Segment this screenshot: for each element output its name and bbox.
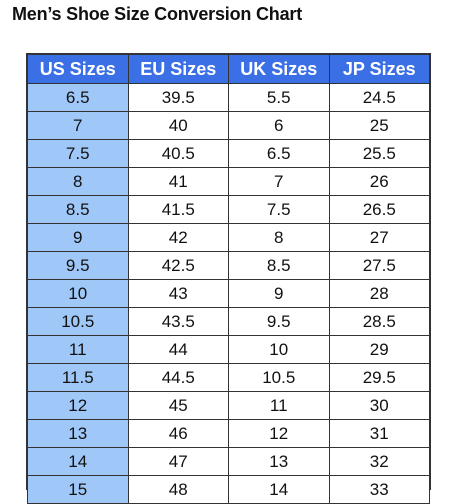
cell-jp-size: 28.5 (328, 307, 430, 336)
cell-eu-size: 41 (127, 167, 229, 196)
table-row: 10 43 9 28 (27, 279, 430, 308)
cell-jp-size: 33 (328, 475, 430, 504)
table-row: 14 47 13 32 (27, 447, 430, 476)
cell-jp-size: 25 (328, 111, 430, 140)
table-row: 7 40 6 25 (27, 111, 430, 140)
column-header-us: US Sizes (27, 54, 129, 84)
cell-eu-size: 43 (127, 279, 229, 308)
cell-eu-size: 41.5 (127, 195, 229, 224)
column-header-uk: UK Sizes (228, 54, 330, 84)
cell-uk-size: 9 (228, 279, 330, 308)
cell-uk-size: 12 (228, 419, 330, 448)
table-row: 9 42 8 27 (27, 223, 430, 252)
cell-uk-size: 7.5 (228, 195, 330, 224)
size-conversion-table: US Sizes EU Sizes UK Sizes JP Sizes 6.5 39.5… (26, 53, 431, 504)
cell-us-size: 8 (27, 167, 129, 196)
cell-us-size: 15 (27, 475, 129, 504)
cell-us-size: 10.5 (27, 307, 129, 336)
cell-uk-size: 10 (228, 335, 330, 364)
cell-us-size: 13 (27, 419, 129, 448)
cell-eu-size: 45 (127, 391, 229, 420)
table-row: 10.5 43.5 9.5 28.5 (27, 307, 430, 336)
cell-uk-size: 8 (228, 223, 330, 252)
cell-us-size: 7 (27, 111, 129, 140)
cell-us-size: 10 (27, 279, 129, 308)
cell-us-size: 9 (27, 223, 129, 252)
cell-jp-size: 30 (328, 391, 430, 420)
table-body: 6.5 39.5 5.5 24.5 7 40 6 25 7.5 40.5 6.5 25.5 8 41 7 26… (27, 83, 430, 504)
cell-jp-size: 27 (328, 223, 430, 252)
table-row: 7.5 40.5 6.5 25.5 (27, 139, 430, 168)
cell-jp-size: 26.5 (328, 195, 430, 224)
table-row: 11.5 44.5 10.5 29.5 (27, 363, 430, 392)
header-row: US Sizes EU Sizes UK Sizes JP Sizes (27, 54, 430, 84)
table-row: 13 46 12 31 (27, 419, 430, 448)
cell-us-size: 12 (27, 391, 129, 420)
cell-eu-size: 44 (127, 335, 229, 364)
cell-us-size: 6.5 (27, 83, 129, 112)
cell-eu-size: 40 (127, 111, 229, 140)
cell-jp-size: 27.5 (328, 251, 430, 280)
cell-us-size: 8.5 (27, 195, 129, 224)
cell-us-size: 7.5 (27, 139, 129, 168)
cell-jp-size: 25.5 (328, 139, 430, 168)
cell-uk-size: 9.5 (228, 307, 330, 336)
cell-us-size: 14 (27, 447, 129, 476)
table-row: 11 44 10 29 (27, 335, 430, 364)
cell-us-size: 11.5 (27, 363, 129, 392)
column-header-jp: JP Sizes (328, 54, 430, 84)
cell-eu-size: 39.5 (127, 83, 229, 112)
cell-jp-size: 29 (328, 335, 430, 364)
cell-eu-size: 44.5 (127, 363, 229, 392)
cell-jp-size: 29.5 (328, 363, 430, 392)
cell-jp-size: 24.5 (328, 83, 430, 112)
cell-eu-size: 46 (127, 419, 229, 448)
table-row: 8 41 7 26 (27, 167, 430, 196)
cell-uk-size: 6 (228, 111, 330, 140)
cell-eu-size: 42.5 (127, 251, 229, 280)
cell-uk-size: 13 (228, 447, 330, 476)
cell-uk-size: 6.5 (228, 139, 330, 168)
page-title: Men’s Shoe Size Conversion Chart (12, 4, 302, 24)
cell-jp-size: 31 (328, 419, 430, 448)
table-row: 6.5 39.5 5.5 24.5 (27, 83, 430, 112)
column-header-eu: EU Sizes (127, 54, 229, 84)
table-row: 9.5 42.5 8.5 27.5 (27, 251, 430, 280)
cell-uk-size: 8.5 (228, 251, 330, 280)
cell-eu-size: 40.5 (127, 139, 229, 168)
cell-uk-size: 7 (228, 167, 330, 196)
cell-eu-size: 43.5 (127, 307, 229, 336)
table-row: 15 48 14 33 (27, 475, 430, 504)
cell-us-size: 9.5 (27, 251, 129, 280)
cell-eu-size: 47 (127, 447, 229, 476)
table-row: 8.5 41.5 7.5 26.5 (27, 195, 430, 224)
cell-uk-size: 11 (228, 391, 330, 420)
cell-jp-size: 28 (328, 279, 430, 308)
cell-jp-size: 26 (328, 167, 430, 196)
cell-uk-size: 5.5 (228, 83, 330, 112)
cell-jp-size: 32 (328, 447, 430, 476)
cell-uk-size: 14 (228, 475, 330, 504)
table-row: 12 45 11 30 (27, 391, 430, 420)
cell-uk-size: 10.5 (228, 363, 330, 392)
cell-eu-size: 42 (127, 223, 229, 252)
cell-eu-size: 48 (127, 475, 229, 504)
cell-us-size: 11 (27, 335, 129, 364)
